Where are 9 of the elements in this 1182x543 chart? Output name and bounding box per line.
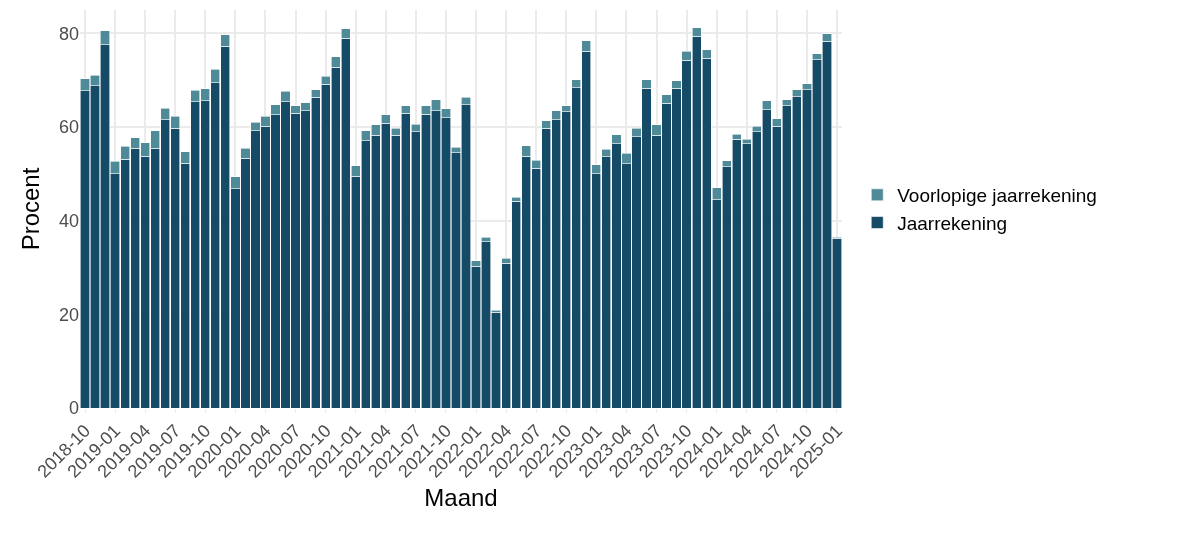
y-tick-label: 0 [68, 398, 79, 419]
x-axis-title: Maand [424, 483, 498, 511]
y-tick-label: 20 [58, 304, 79, 325]
y-tick-label: 40 [58, 211, 79, 232]
legend-label: Jaarrekening [897, 212, 1008, 234]
y-axis-title: Procent [17, 167, 45, 251]
legend-label: Voorlopige jaarrekening [897, 185, 1097, 207]
y-tick-label: 60 [58, 117, 79, 138]
y-tick-label: 80 [58, 23, 79, 44]
